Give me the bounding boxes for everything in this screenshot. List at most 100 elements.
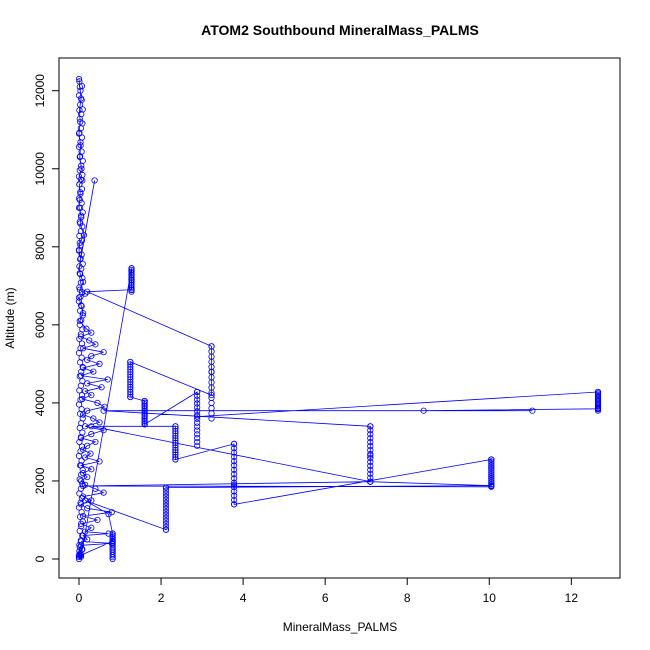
data-point [84, 380, 91, 387]
data-point [367, 431, 374, 438]
data-point [105, 530, 112, 537]
data-point [80, 493, 87, 500]
data-point [79, 466, 86, 474]
data-point [230, 445, 238, 452]
data-point [230, 458, 238, 465]
data-point [75, 173, 83, 180]
data-point [78, 546, 86, 553]
data-point [367, 474, 374, 481]
data-point [84, 407, 91, 414]
y-tick-label: 4000 [33, 389, 47, 416]
data-point [77, 477, 85, 485]
x-tick-label: 2 [158, 591, 165, 605]
data-point [101, 403, 108, 410]
data-point [194, 427, 201, 434]
data-point [172, 427, 179, 435]
data-point [172, 442, 179, 449]
data-point [76, 78, 83, 85]
data-point [84, 356, 91, 364]
x-tick-label: 0 [76, 591, 83, 605]
data-point [100, 427, 107, 434]
y-tick-label: 6000 [33, 311, 47, 338]
data-point [230, 483, 238, 491]
data-point [230, 475, 238, 482]
y-tick-label: 12000 [33, 74, 47, 108]
data-point [172, 444, 179, 451]
data-point [172, 423, 179, 430]
data-point [90, 368, 97, 375]
data-point [194, 419, 201, 426]
data-point [78, 406, 85, 413]
data-point [78, 199, 85, 207]
data-point [79, 312, 86, 319]
data-point [79, 157, 86, 165]
data-point [79, 532, 86, 539]
data-point [79, 363, 86, 371]
data-point [594, 388, 602, 396]
data-point [141, 399, 148, 406]
data-point [367, 466, 374, 473]
x-axis-label: MineralMass_PALMS [283, 620, 397, 634]
data-point [367, 458, 374, 466]
data-point [367, 470, 374, 477]
x-tick-label: 8 [404, 591, 411, 605]
data-point [367, 435, 374, 442]
data-point [78, 457, 85, 464]
data-point [230, 440, 238, 447]
data-point [162, 490, 170, 497]
data-point [230, 453, 238, 460]
data-point [79, 518, 86, 525]
data-point [194, 400, 201, 407]
data-point [162, 493, 170, 500]
data-point [194, 388, 201, 396]
data-point [76, 317, 83, 325]
data-point [96, 458, 103, 465]
data-point [82, 290, 89, 297]
data-point [172, 437, 179, 444]
data-point [82, 388, 89, 395]
data-point [172, 432, 179, 439]
data-point [88, 329, 95, 336]
data-point [100, 489, 107, 496]
data-point [230, 481, 238, 488]
data-point [230, 496, 238, 504]
y-axis: 0 2000 4000 6000 8000 10000 12000 [33, 74, 60, 562]
data-point [172, 454, 179, 461]
data-point [194, 396, 201, 403]
data-point [78, 443, 86, 450]
data-point [128, 266, 135, 274]
data-point [79, 429, 86, 436]
data-point [162, 508, 170, 515]
data-point [84, 505, 91, 512]
data-point [162, 496, 170, 503]
x-tick-label: 6 [322, 591, 329, 605]
data-point [84, 473, 91, 481]
data-point [80, 470, 87, 477]
data-point [208, 399, 215, 407]
data-point [78, 354, 85, 361]
data-point [78, 288, 86, 296]
data-point [367, 443, 374, 450]
data-point [88, 391, 95, 399]
data-point [172, 425, 179, 432]
data-point [230, 449, 238, 456]
data-point [128, 265, 135, 272]
data-point [127, 358, 134, 366]
data-point [77, 142, 84, 149]
data-point [78, 251, 85, 258]
data-point [162, 487, 170, 494]
data-point [488, 460, 495, 467]
data-point [78, 495, 86, 502]
data-point [367, 427, 374, 434]
data-point [100, 407, 107, 414]
data-point [194, 442, 201, 449]
data-point [194, 404, 201, 411]
data-point [367, 450, 374, 458]
y-axis-label: Altitude (m) [3, 287, 17, 348]
data-point [194, 411, 201, 419]
data-point [488, 458, 495, 465]
data-point [78, 303, 85, 310]
data-point [367, 439, 374, 446]
data-point [78, 165, 85, 172]
